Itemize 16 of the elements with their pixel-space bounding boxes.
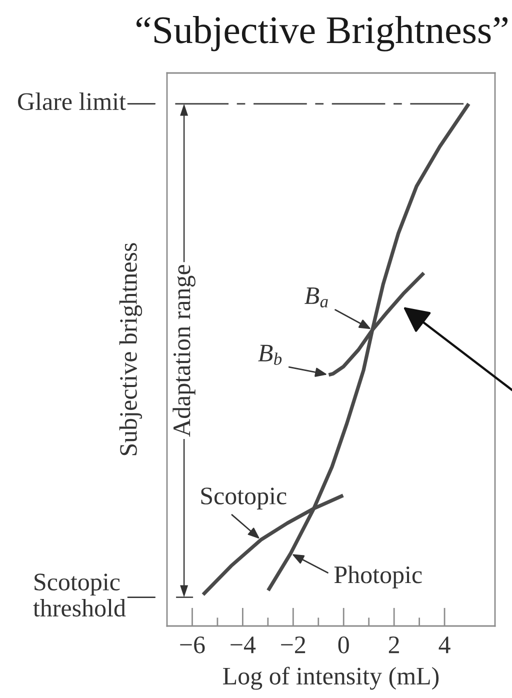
x-tick-label: −6 xyxy=(180,636,205,654)
x-tick-label: 4 xyxy=(438,636,450,654)
chart-title: “Subjective Brightness” xyxy=(136,16,508,52)
annotation: Scotopic xyxy=(201,488,286,510)
x-tick-label: 0 xyxy=(338,636,349,654)
ref-line-label: Scotopic threshold xyxy=(33,574,126,617)
x-tick-label: −2 xyxy=(281,636,306,654)
y-axis-title: Subjective brightness xyxy=(119,243,142,456)
annotation: Adaptation range xyxy=(172,264,196,437)
ref-line-label: Glare limit xyxy=(18,92,126,110)
x-axis-title: Log of intensity (mL) xyxy=(223,666,439,690)
annotation: Photopic xyxy=(334,566,422,588)
x-tick-label: −4 xyxy=(230,636,256,654)
x-tick-label: 2 xyxy=(388,636,399,654)
annotation: B$_{b}$ xyxy=(258,344,282,365)
annotation: B$_{a}$ xyxy=(304,287,328,308)
